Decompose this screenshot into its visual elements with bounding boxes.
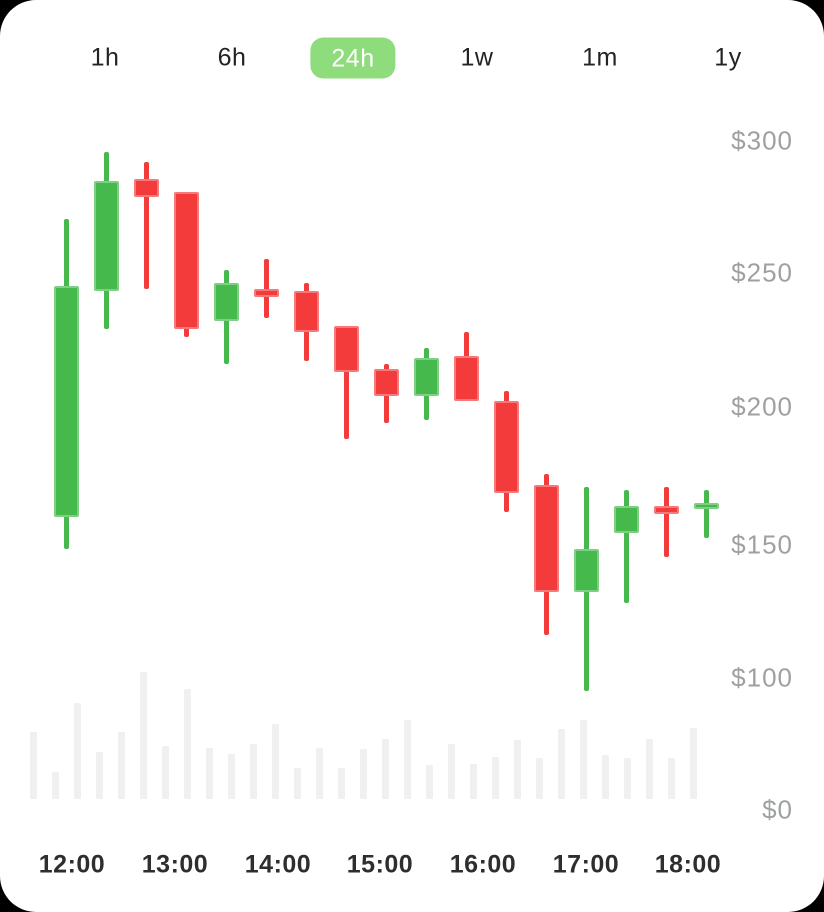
volume-bar <box>535 758 543 799</box>
x-axis-label: 14:00 <box>244 850 312 879</box>
volume-bar <box>51 772 59 799</box>
x-axis-label: 16:00 <box>449 850 517 879</box>
tab-1w[interactable]: 1w <box>460 43 494 72</box>
volume-bar <box>315 748 323 799</box>
volume-bar <box>29 732 37 799</box>
volume-bar <box>403 720 411 799</box>
candle-body-up <box>213 283 239 321</box>
tab-1y[interactable]: 1y <box>714 43 742 72</box>
candle-wick <box>703 490 709 539</box>
volume-bar <box>491 757 499 799</box>
candle-wick <box>343 326 349 440</box>
volume-bar <box>425 765 433 799</box>
candle-body-down <box>653 506 679 515</box>
volume-bar <box>645 739 653 799</box>
candle-body-up <box>573 549 599 593</box>
volume-bar <box>161 746 169 799</box>
candle-body-down <box>533 484 559 593</box>
tab-1h[interactable]: 1h <box>90 43 120 72</box>
candle-body-up <box>53 285 79 517</box>
candle-body-down <box>253 288 279 297</box>
tab-1m[interactable]: 1m <box>582 43 618 72</box>
candle-body-up <box>93 181 119 292</box>
x-axis-label: 17:00 <box>552 850 620 879</box>
volume-bar <box>227 754 235 799</box>
tab-6h[interactable]: 6h <box>217 43 247 72</box>
y-axis-label: $150 <box>731 529 793 560</box>
y-axis-label: $250 <box>731 257 793 288</box>
x-axis-label: 18:00 <box>654 850 722 879</box>
volume-bar <box>689 728 697 799</box>
candle-body-down <box>373 369 399 397</box>
volume-bar <box>249 744 257 799</box>
volume-bar <box>579 720 587 799</box>
candle-wick <box>623 490 629 603</box>
candle-body-down <box>173 192 199 329</box>
volume-bar <box>271 724 279 799</box>
candle-body-up <box>413 358 439 397</box>
volume-bar <box>205 748 213 799</box>
volume-bar <box>139 672 147 799</box>
volume-bar <box>293 768 301 799</box>
candle-body-up <box>693 503 719 510</box>
volume-bar <box>447 744 455 799</box>
timeframe-tabs: 1h 6h 24h 1w 1m 1y <box>0 0 824 100</box>
volume-bar <box>623 758 631 799</box>
tab-24h[interactable]: 24h <box>310 37 396 79</box>
volume-bar <box>117 732 125 799</box>
volume-bar <box>557 729 565 799</box>
volume-bar <box>337 768 345 799</box>
volume-bar <box>359 749 367 799</box>
candle-wick <box>143 162 149 289</box>
candle-body-down <box>293 291 319 332</box>
volume-bar <box>601 755 609 799</box>
x-axis-label: 13:00 <box>141 850 209 879</box>
x-axis-label: 12:00 <box>38 850 106 879</box>
y-axis-label: $300 <box>731 125 793 156</box>
x-axis-label: 15:00 <box>346 850 414 879</box>
volume-bar <box>381 739 389 799</box>
volume-bar <box>667 758 675 799</box>
y-axis-label: $200 <box>731 391 793 422</box>
y-axis-label: $0 <box>762 794 793 825</box>
volume-bar <box>95 752 103 799</box>
volume-bar <box>183 689 191 799</box>
candle-body-down <box>453 355 479 402</box>
candle-body-up <box>613 506 639 533</box>
candle-wick <box>663 487 669 558</box>
volume-bar <box>469 764 477 799</box>
candle-body-down <box>333 326 359 372</box>
candle-wick <box>263 259 269 319</box>
volume-bar <box>513 740 521 799</box>
candle-body-down <box>133 178 159 198</box>
y-axis-label: $100 <box>731 662 793 693</box>
candle-body-down <box>493 401 519 493</box>
volume-bar <box>73 703 81 799</box>
